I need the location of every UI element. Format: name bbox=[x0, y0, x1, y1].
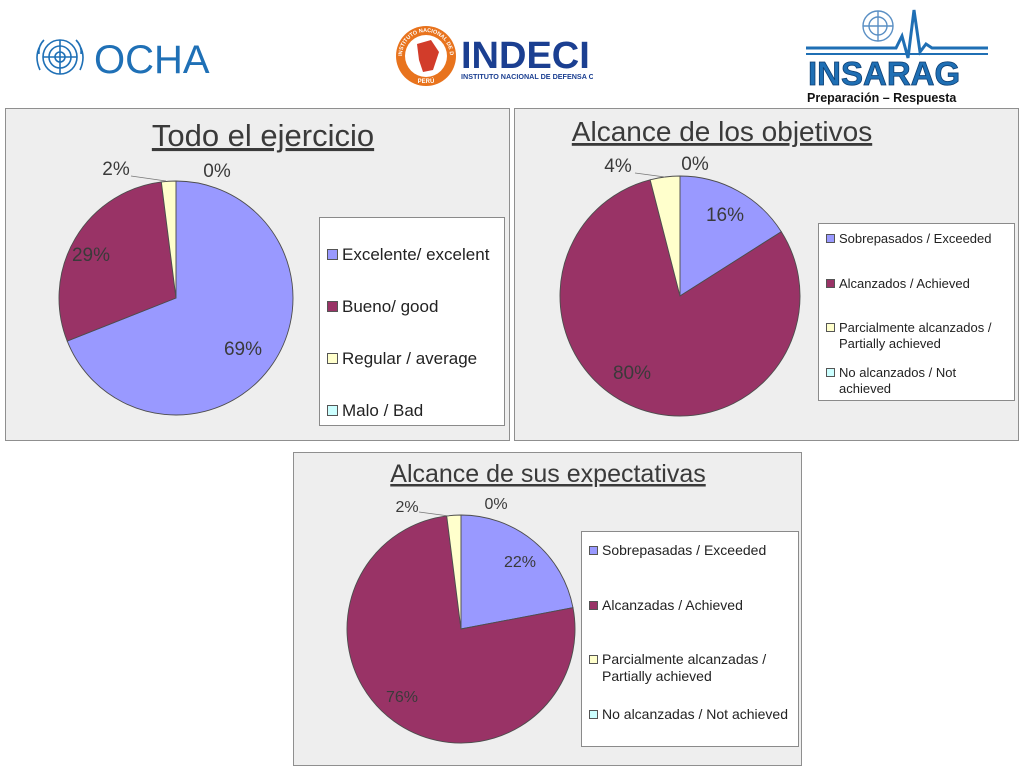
legend-swatch bbox=[327, 405, 338, 416]
legend-item: Bueno/ good bbox=[327, 297, 500, 317]
chart-alcance-de-los-objetivos: Alcance de los objetivos 16% 80% 4% 0% Sobre… bbox=[514, 108, 1019, 441]
legend-label: Parcialmente alcanzados / Partially achi… bbox=[839, 320, 992, 351]
indeci-logo-subtitle: INSTITUTO NACIONAL DE DEFENSA CIVIL bbox=[461, 72, 593, 81]
legend-label: No alcanzadas / Not achieved bbox=[602, 706, 788, 722]
insarag-divider bbox=[806, 53, 988, 55]
data-label: 69% bbox=[224, 339, 262, 360]
data-label: 2% bbox=[102, 159, 130, 180]
chart-title: Todo el ejercicio bbox=[152, 118, 374, 153]
data-label: 0% bbox=[681, 154, 709, 175]
data-label: 22% bbox=[504, 554, 536, 571]
legend-item: No alcanzados / Not achieved bbox=[826, 365, 1010, 396]
legend-item: Malo / Bad bbox=[327, 401, 500, 421]
legend-label: Excelente/ excelent bbox=[342, 245, 490, 264]
legend-swatch bbox=[589, 546, 598, 555]
data-label: 29% bbox=[72, 245, 110, 266]
legend-label: Alcanzadas / Achieved bbox=[602, 597, 743, 613]
pie-slice bbox=[559, 179, 801, 417]
indeci-logo: INSTITUTO NACIONAL DE DEFENSA CIVIL PERÚ… bbox=[391, 18, 608, 90]
legend-swatch bbox=[327, 249, 338, 260]
insarag-logo-subtitle: Preparación – Respuesta bbox=[807, 91, 957, 105]
chart-todo-el-ejercicio: Todo el ejercicio 69% 29% 2% 0% Excelente/ e… bbox=[5, 108, 510, 441]
data-label-leader-line bbox=[634, 172, 666, 178]
pie-slice bbox=[346, 515, 576, 744]
data-label: 76% bbox=[386, 689, 418, 706]
legend-label: Bueno/ good bbox=[342, 297, 439, 316]
chart-title: Alcance de sus expectativas bbox=[390, 460, 705, 488]
legend-label: Parcialmente alcanzadas / Partially achi… bbox=[602, 651, 767, 684]
ocha-logo-text: OCHA bbox=[94, 38, 210, 82]
data-label: 4% bbox=[604, 156, 632, 177]
insarag-logo-text: INSARAG bbox=[808, 55, 960, 92]
legend-alcance-de-los-objetivos: Sobrepasados / Exceeded Alcanzados / Achi… bbox=[818, 223, 1015, 401]
legend-swatch bbox=[826, 279, 835, 288]
seismograph-line-icon bbox=[806, 9, 988, 59]
chart-title: Alcance de los objetivos bbox=[572, 116, 872, 147]
pie-slice bbox=[66, 180, 294, 416]
ocha-logo: OCHA bbox=[30, 28, 240, 86]
indeci-logo-text: INDECI bbox=[461, 35, 590, 77]
pie-chart-alcance-de-sus-expectativas: Alcance de sus expectativas 22% 76% 2% 0% bbox=[346, 460, 706, 744]
legend-todo-el-ejercicio: Excelente/ excelent Bueno/ good Regular / … bbox=[319, 217, 505, 426]
legend-item: Alcanzados / Achieved bbox=[826, 276, 1010, 292]
legend-item: Alcanzadas / Achieved bbox=[589, 597, 794, 614]
legend-swatch bbox=[826, 323, 835, 332]
legend-item: Sobrepasados / Exceeded bbox=[826, 231, 1010, 247]
legend-alcance-de-sus-expectativas: Sobrepasadas / Exceeded Alcanzadas / Achi… bbox=[581, 531, 799, 747]
legend-label: Alcanzados / Achieved bbox=[839, 276, 970, 291]
data-label-leader-line bbox=[130, 175, 167, 182]
legend-swatch bbox=[327, 301, 338, 312]
un-emblem-icon bbox=[36, 39, 84, 75]
data-label: 2% bbox=[395, 499, 418, 516]
legend-item: Regular / average bbox=[327, 349, 500, 369]
legend-swatch bbox=[826, 234, 835, 243]
insarag-logo: INSARAG Preparación – Respuesta bbox=[800, 6, 994, 106]
data-label: 80% bbox=[613, 363, 651, 384]
legend-item: Sobrepasadas / Exceeded bbox=[589, 542, 794, 559]
legend-swatch bbox=[589, 655, 598, 664]
data-label-leader-line bbox=[418, 511, 450, 517]
legend-label: Sobrepasadas / Exceeded bbox=[602, 542, 767, 558]
legend-item: Parcialmente alcanzados / Partially achi… bbox=[826, 320, 1010, 351]
legend-item: Parcialmente alcanzadas / Partially achi… bbox=[589, 651, 794, 685]
legend-label: Regular / average bbox=[342, 349, 478, 368]
data-label: 0% bbox=[203, 161, 231, 182]
pie-slice bbox=[58, 181, 177, 342]
chart-alcance-de-sus-expectativas: Alcance de sus expectativas 22% 76% 2% 0% So… bbox=[293, 452, 802, 766]
legend-item: No alcanzadas / Not achieved bbox=[589, 706, 794, 723]
pie-slice bbox=[679, 175, 782, 297]
pie-chart-todo-el-ejercicio: Todo el ejercicio 69% 29% 2% 0% bbox=[58, 118, 374, 416]
data-label: 0% bbox=[484, 496, 507, 513]
data-label: 16% bbox=[706, 205, 744, 226]
legend-label: Sobrepasados / Exceeded bbox=[839, 231, 992, 246]
legend-swatch bbox=[327, 353, 338, 364]
legend-swatch bbox=[589, 710, 598, 719]
legend-swatch bbox=[589, 601, 598, 610]
indeci-seal-country: PERÚ bbox=[418, 78, 435, 85]
legend-label: Malo / Bad bbox=[342, 401, 424, 420]
un-emblem-icon bbox=[862, 10, 894, 42]
pie-slice bbox=[460, 514, 574, 630]
pie-chart-alcance-de-los-objetivos: Alcance de los objetivos 16% 80% 4% 0% bbox=[559, 116, 872, 417]
legend-item: Excelente/ excelent bbox=[327, 245, 500, 265]
legend-label: No alcanzados / Not achieved bbox=[839, 365, 957, 396]
legend-swatch bbox=[826, 368, 835, 377]
indeci-seal-icon: INSTITUTO NACIONAL DE DEFENSA CIVIL PERÚ bbox=[391, 18, 456, 86]
